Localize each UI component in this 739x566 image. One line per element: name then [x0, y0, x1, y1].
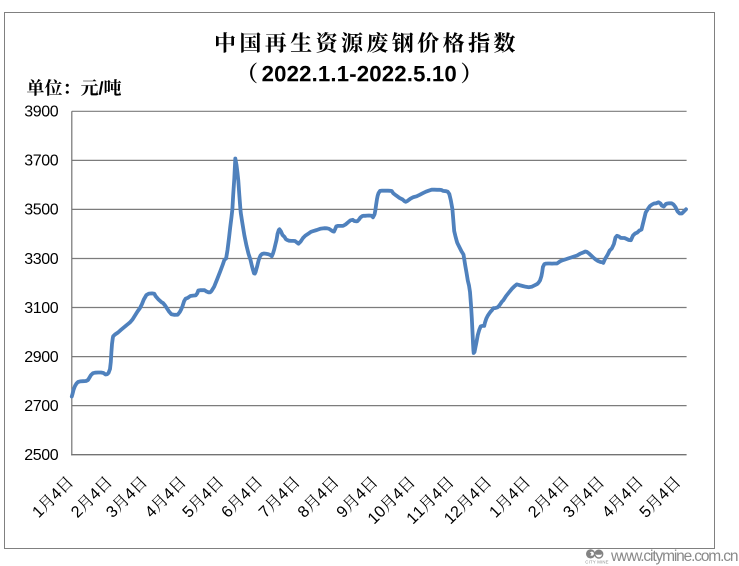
svg-text:2900: 2900 — [24, 349, 58, 366]
svg-text:3100: 3100 — [24, 300, 58, 317]
svg-text:3700: 3700 — [24, 153, 58, 170]
svg-text:3500: 3500 — [24, 202, 58, 219]
svg-text:3900: 3900 — [24, 104, 58, 121]
svg-text:2700: 2700 — [24, 398, 58, 415]
svg-text:www.citymine.com.cn: www.citymine.com.cn — [610, 548, 738, 565]
svg-text:2500: 2500 — [24, 447, 58, 464]
svg-text:3300: 3300 — [24, 251, 58, 268]
svg-text:CITY MINE: CITY MINE — [585, 560, 608, 565]
